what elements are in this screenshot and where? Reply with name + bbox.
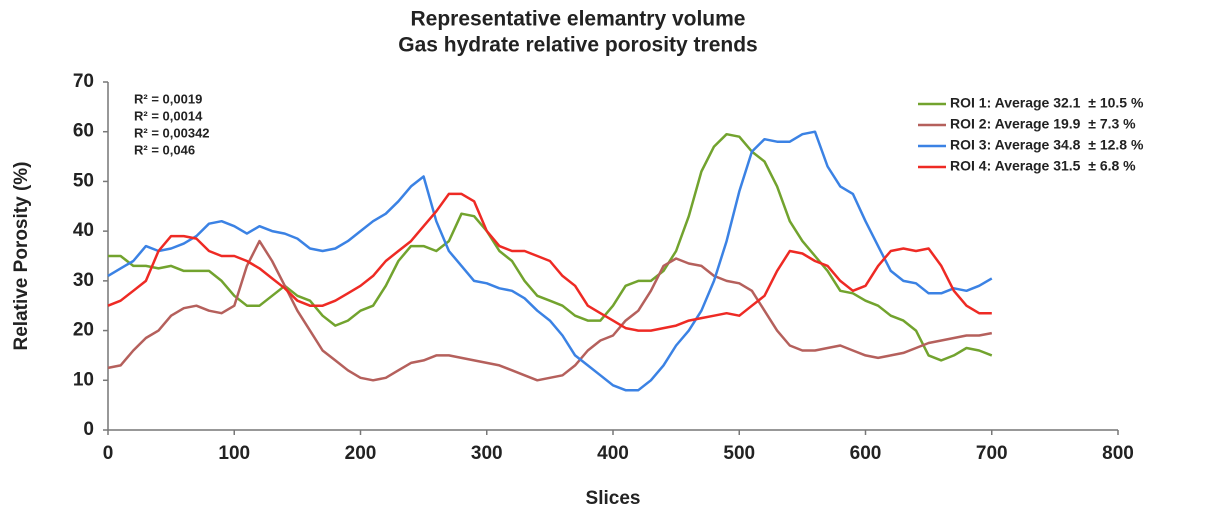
x-tick-label: 700 [976, 443, 1008, 464]
y-tick-label: 70 [73, 71, 94, 92]
annotation: R² = 0,00342 [134, 125, 210, 140]
annotation: R² = 0,0014 [134, 108, 203, 123]
series-line [107, 239, 993, 382]
y-axis-title: Relative Porosity (%) [11, 162, 32, 351]
series-line [107, 130, 993, 392]
y-tick-label: 40 [73, 220, 94, 241]
x-tick-label: 600 [850, 443, 882, 464]
annotation: R² = 0,046 [134, 142, 195, 157]
legend-label: ROI 1: Average 32.1 ± 10.5 % [950, 95, 1144, 111]
x-tick-label: 800 [1102, 443, 1134, 464]
y-tick-label: 0 [83, 419, 94, 440]
x-tick-label: 400 [597, 443, 629, 464]
x-tick-label: 300 [471, 443, 503, 464]
y-tick-label: 20 [73, 320, 94, 341]
y-tick-label: 10 [73, 369, 94, 390]
x-axis-title: Slices [586, 488, 641, 509]
x-tick-label: 100 [218, 443, 250, 464]
chart-subtitle: Gas hydrate relative porosity trends [398, 34, 757, 57]
series-line [107, 192, 992, 332]
chart-title: Representative elemantry volume [411, 8, 746, 31]
y-tick-label: 30 [73, 270, 94, 291]
legend-label: ROI 4: Average 31.5 ± 6.8 % [950, 158, 1136, 174]
series-line [108, 132, 993, 362]
x-tick-label: 500 [723, 443, 755, 464]
legend-label: ROI 3: Average 34.8 ± 12.8 % [950, 137, 1144, 153]
y-tick-label: 60 [73, 121, 94, 142]
annotation: R² = 0,0019 [134, 91, 202, 106]
x-tick-label: 200 [345, 443, 377, 464]
legend-label: ROI 2: Average 19.9 ± 7.3 % [950, 116, 1136, 132]
x-tick-label: 0 [103, 443, 114, 464]
y-tick-label: 50 [73, 170, 94, 191]
